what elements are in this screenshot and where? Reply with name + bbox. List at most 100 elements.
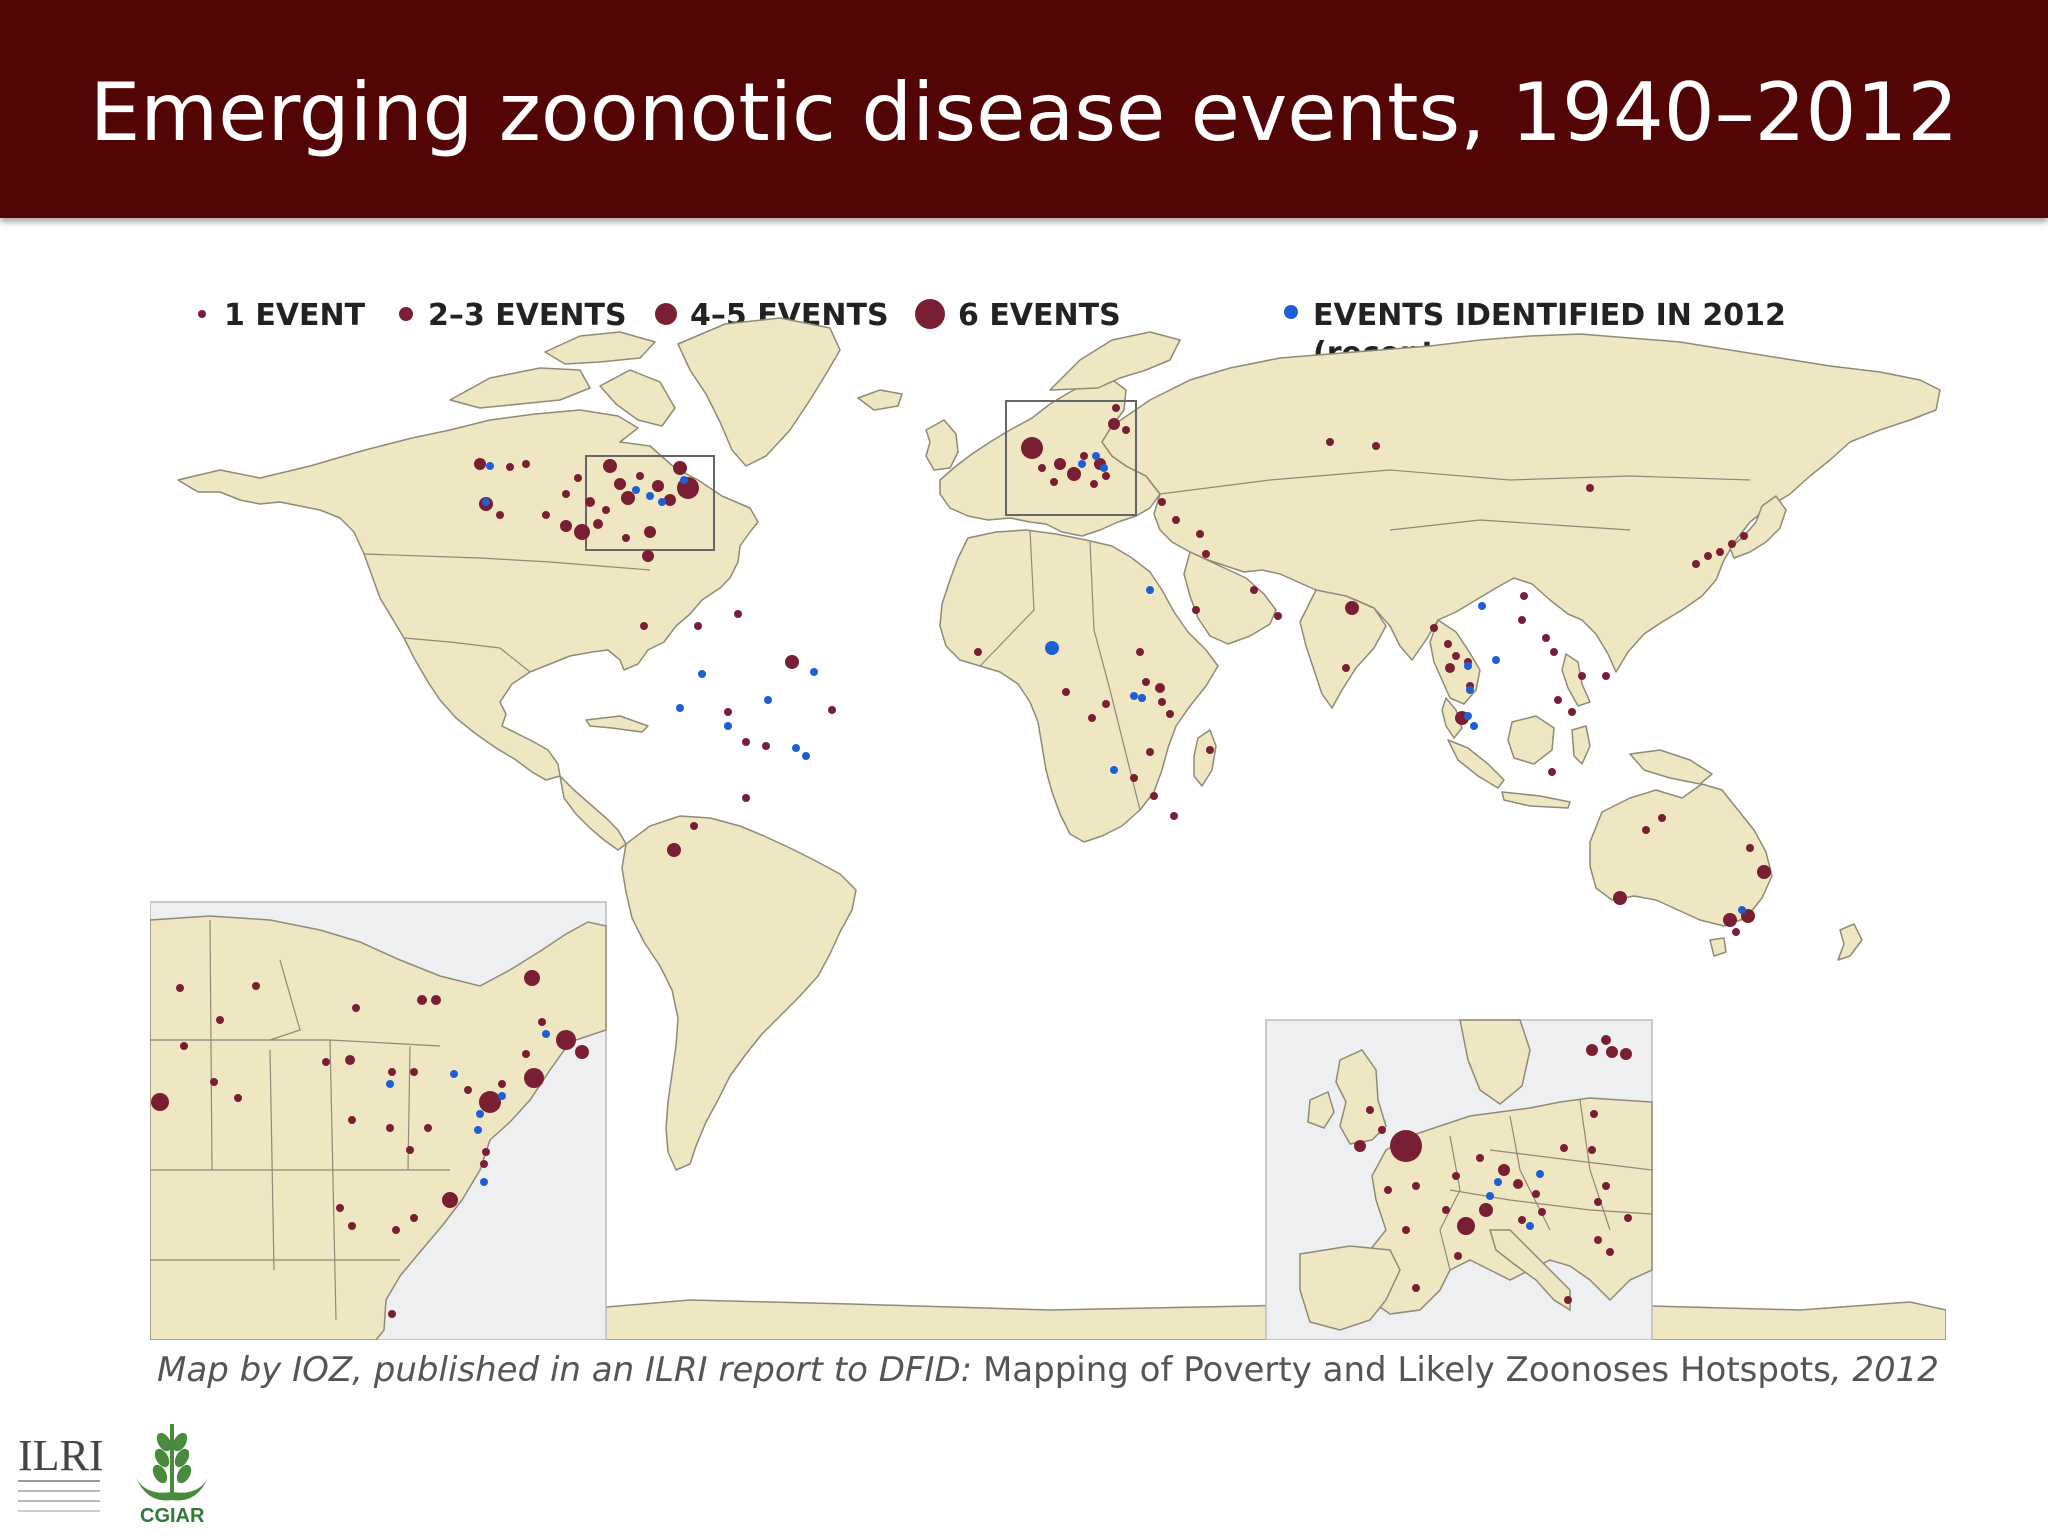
event-dot [442,1192,458,1208]
legend-dot-1-event [198,310,206,318]
event-dot [1479,1203,1493,1217]
event-dot [762,742,770,750]
event-dot [1130,774,1138,782]
event-dot [1452,652,1460,660]
event-dot [336,1204,344,1212]
land-japan [1729,495,1787,559]
event-dot [694,622,702,630]
event-dot [1548,768,1556,776]
inset-border-line [1489,1149,1653,1171]
event-dot [1728,540,1736,548]
event-dot [1150,792,1158,800]
event-dot [1384,1186,1392,1194]
event-dot [690,822,698,830]
event-dot [1412,1284,1420,1292]
event-dot [644,526,656,538]
event-dot [1172,516,1180,524]
event-dot [1158,498,1166,506]
event-dot [1542,634,1550,642]
recent-event-dot [1466,686,1474,694]
border-china [1389,519,1631,531]
recent-event-dot [698,670,706,678]
land-greenland [677,317,841,467]
event-dot [1326,438,1334,446]
legend-dot-4-5-events [655,303,677,325]
event-dot [1192,606,1200,614]
event-dot [388,1068,396,1076]
land-arabia [1183,551,1277,645]
event-dot [1067,467,1081,481]
recent-event-dot [810,668,818,676]
recent-event-dots [482,452,1746,914]
event-dot [1746,844,1754,852]
event-dot [388,1310,396,1318]
land-antarctica [469,1299,1946,1340]
event-dot [1586,484,1594,492]
event-dot [474,458,486,470]
event-dot [1594,1198,1602,1206]
event-dot [1704,552,1712,560]
event-dot [1170,812,1178,820]
inset-eastern-us-borders [150,919,450,1321]
recent-event-dot [480,1178,488,1186]
inset-europe-events [1354,1035,1632,1304]
event-dot [1142,678,1150,686]
inset-border-line [269,959,301,1041]
event-dot [1550,648,1558,656]
box-europe [1005,400,1137,516]
recent-event-dot [646,492,654,500]
event-dot [1620,1048,1632,1060]
event-dot [1196,530,1204,538]
event-dot [1062,688,1070,696]
event-dot [734,610,742,618]
border-africa-1 [979,529,1035,667]
border-us-mexico [403,637,531,673]
legend-label-1-event: 1 EVENT [224,298,366,333]
land-scandinavia [1049,331,1181,391]
recent-event-dot [1110,766,1118,774]
event-dot [392,1226,400,1234]
event-dot [424,1124,432,1132]
inset-europe-great-britain [1335,1049,1387,1145]
event-dot [180,1042,188,1050]
event-dot [974,648,982,656]
land-new-zealand [1837,923,1863,961]
event-dot [556,1030,576,1050]
ilri-logo-line [18,1480,100,1482]
event-dot [542,511,550,519]
event-dot [1518,1216,1526,1224]
event-dot [1560,1144,1568,1152]
cgiar-logo: CGIAR [136,1424,208,1527]
land-borneo [1507,715,1555,765]
event-dot [1372,442,1380,450]
event-dot [1716,548,1724,556]
event-dot [1498,1164,1510,1176]
event-dot [1102,700,1110,708]
event-dot [585,497,595,507]
event-dot [1274,612,1282,620]
event-dot [562,490,570,498]
event-dot [1378,1126,1386,1134]
inset-eastern-us [150,901,607,1340]
event-dot [785,655,799,669]
land-ellesmere [544,331,656,365]
country-borders [363,469,1751,811]
recent-event-dot [1738,906,1746,914]
recent-event-dot [724,722,732,730]
event-dot [1606,1046,1618,1058]
ilri-logo-text: ILRI [18,1431,104,1480]
event-dot [1564,1296,1572,1304]
title-bar: Emerging zoonotic disease events, 1940–2… [0,0,2048,218]
event-dot [538,1018,546,1026]
land-india [1299,589,1387,709]
event-dot [742,738,750,746]
event-dot [234,1094,242,1102]
land-north-america [177,409,759,781]
event-dot [593,519,603,529]
event-dot [1594,1236,1602,1244]
event-dot [464,1086,472,1094]
legend-label-6-events: 6 EVENTS [958,298,1121,333]
land-tasmania [1709,937,1727,957]
event-dot [642,550,654,562]
recent-event-dot [482,498,490,506]
